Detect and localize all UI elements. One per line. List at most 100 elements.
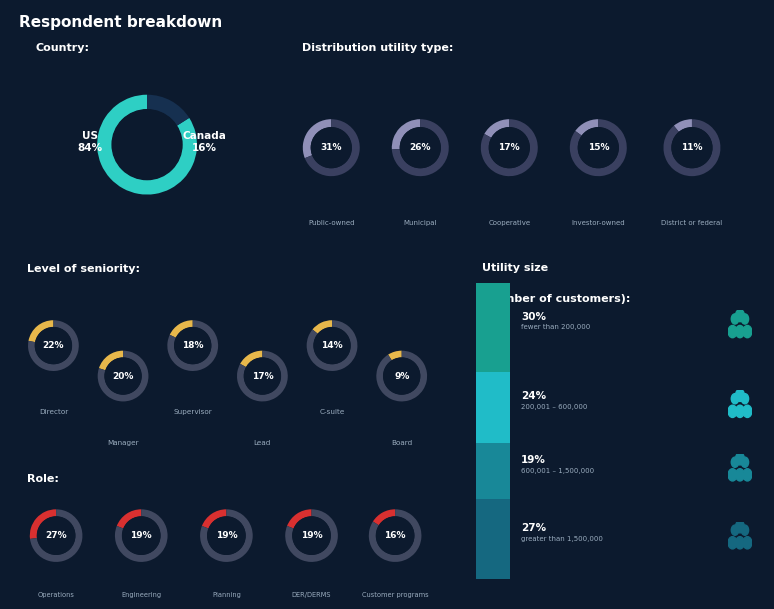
- Wedge shape: [29, 320, 53, 342]
- Wedge shape: [202, 509, 227, 529]
- Text: Planning: Planning: [212, 592, 241, 598]
- Text: US
84%: US 84%: [77, 132, 102, 153]
- Wedge shape: [388, 351, 402, 361]
- Circle shape: [731, 457, 738, 467]
- Text: DER/DERMS: DER/DERMS: [292, 592, 331, 598]
- Circle shape: [735, 452, 745, 465]
- Text: 200,001 – 600,000: 200,001 – 600,000: [521, 404, 587, 410]
- Text: greater than 1,500,000: greater than 1,500,000: [521, 536, 603, 541]
- Circle shape: [735, 521, 745, 533]
- Circle shape: [672, 128, 712, 167]
- Circle shape: [735, 469, 745, 481]
- Circle shape: [112, 110, 182, 180]
- Circle shape: [743, 469, 752, 481]
- Text: 15%: 15%: [587, 143, 609, 152]
- Text: Lead: Lead: [254, 440, 271, 446]
- Wedge shape: [287, 509, 311, 529]
- Wedge shape: [237, 351, 288, 401]
- Text: 19%: 19%: [301, 531, 322, 540]
- Wedge shape: [240, 351, 262, 367]
- Circle shape: [728, 469, 737, 481]
- Text: Role:: Role:: [27, 474, 59, 484]
- Circle shape: [743, 405, 752, 418]
- Text: Cooperative: Cooperative: [488, 220, 530, 227]
- Circle shape: [376, 517, 414, 554]
- Wedge shape: [481, 119, 538, 176]
- Wedge shape: [663, 119, 721, 176]
- Wedge shape: [28, 320, 79, 371]
- Circle shape: [314, 328, 350, 364]
- Wedge shape: [392, 119, 449, 176]
- Text: Respondent breakdown: Respondent breakdown: [19, 15, 223, 30]
- Circle shape: [400, 128, 440, 167]
- Wedge shape: [392, 119, 420, 149]
- Circle shape: [728, 537, 737, 549]
- Wedge shape: [369, 509, 421, 562]
- Text: 16%: 16%: [385, 531, 406, 540]
- Text: Utility size: Utility size: [482, 263, 548, 273]
- Text: 18%: 18%: [182, 341, 204, 350]
- Wedge shape: [30, 509, 82, 562]
- Text: 600,001 – 1,500,000: 600,001 – 1,500,000: [521, 468, 594, 474]
- Wedge shape: [575, 119, 598, 136]
- Wedge shape: [98, 351, 149, 401]
- Circle shape: [741, 314, 748, 324]
- Text: 27%: 27%: [521, 523, 546, 533]
- Wedge shape: [97, 95, 197, 194]
- Text: 17%: 17%: [498, 143, 520, 152]
- Circle shape: [731, 393, 738, 404]
- Circle shape: [743, 537, 752, 549]
- Text: Supervisor: Supervisor: [173, 409, 212, 415]
- Text: 27%: 27%: [46, 531, 67, 540]
- Circle shape: [122, 517, 160, 554]
- Wedge shape: [30, 509, 57, 539]
- Circle shape: [741, 525, 748, 535]
- Text: 17%: 17%: [252, 371, 273, 381]
- Text: 19%: 19%: [521, 455, 546, 465]
- Circle shape: [36, 328, 71, 364]
- FancyBboxPatch shape: [476, 371, 510, 443]
- FancyBboxPatch shape: [476, 499, 510, 579]
- Wedge shape: [303, 119, 331, 158]
- Text: District or federal: District or federal: [661, 220, 723, 227]
- Text: 30%: 30%: [521, 312, 546, 322]
- Circle shape: [311, 128, 351, 167]
- Circle shape: [731, 525, 738, 535]
- Text: 24%: 24%: [521, 391, 546, 401]
- Circle shape: [245, 358, 280, 394]
- Text: Engineering: Engineering: [122, 592, 161, 598]
- Text: Operations: Operations: [38, 592, 74, 598]
- Text: Investor-owned: Investor-owned: [571, 220, 625, 227]
- Text: 14%: 14%: [321, 341, 343, 350]
- Wedge shape: [307, 320, 358, 371]
- Text: Level of seniority:: Level of seniority:: [27, 264, 140, 275]
- Circle shape: [207, 517, 245, 554]
- Circle shape: [731, 314, 738, 324]
- Wedge shape: [286, 509, 337, 562]
- Wedge shape: [313, 320, 332, 334]
- Wedge shape: [200, 509, 252, 562]
- Text: fewer than 200,000: fewer than 200,000: [521, 325, 590, 331]
- Circle shape: [578, 128, 618, 167]
- Wedge shape: [674, 119, 692, 132]
- Text: Municipal: Municipal: [403, 220, 437, 227]
- Text: 26%: 26%: [409, 143, 431, 152]
- FancyBboxPatch shape: [476, 283, 510, 371]
- FancyBboxPatch shape: [476, 443, 510, 499]
- Wedge shape: [147, 95, 189, 126]
- Text: Public-owned: Public-owned: [308, 220, 354, 227]
- Text: 22%: 22%: [43, 341, 64, 350]
- Text: 19%: 19%: [216, 531, 237, 540]
- Circle shape: [105, 358, 141, 394]
- Circle shape: [728, 325, 737, 338]
- Text: Director: Director: [39, 409, 68, 415]
- Wedge shape: [305, 119, 360, 176]
- Text: Country:: Country:: [36, 43, 89, 52]
- Circle shape: [735, 325, 745, 338]
- Text: C-suite: C-suite: [320, 409, 344, 415]
- Wedge shape: [99, 351, 123, 370]
- Text: Board: Board: [391, 440, 413, 446]
- Circle shape: [735, 537, 745, 549]
- Wedge shape: [485, 119, 509, 138]
- Wedge shape: [376, 351, 427, 401]
